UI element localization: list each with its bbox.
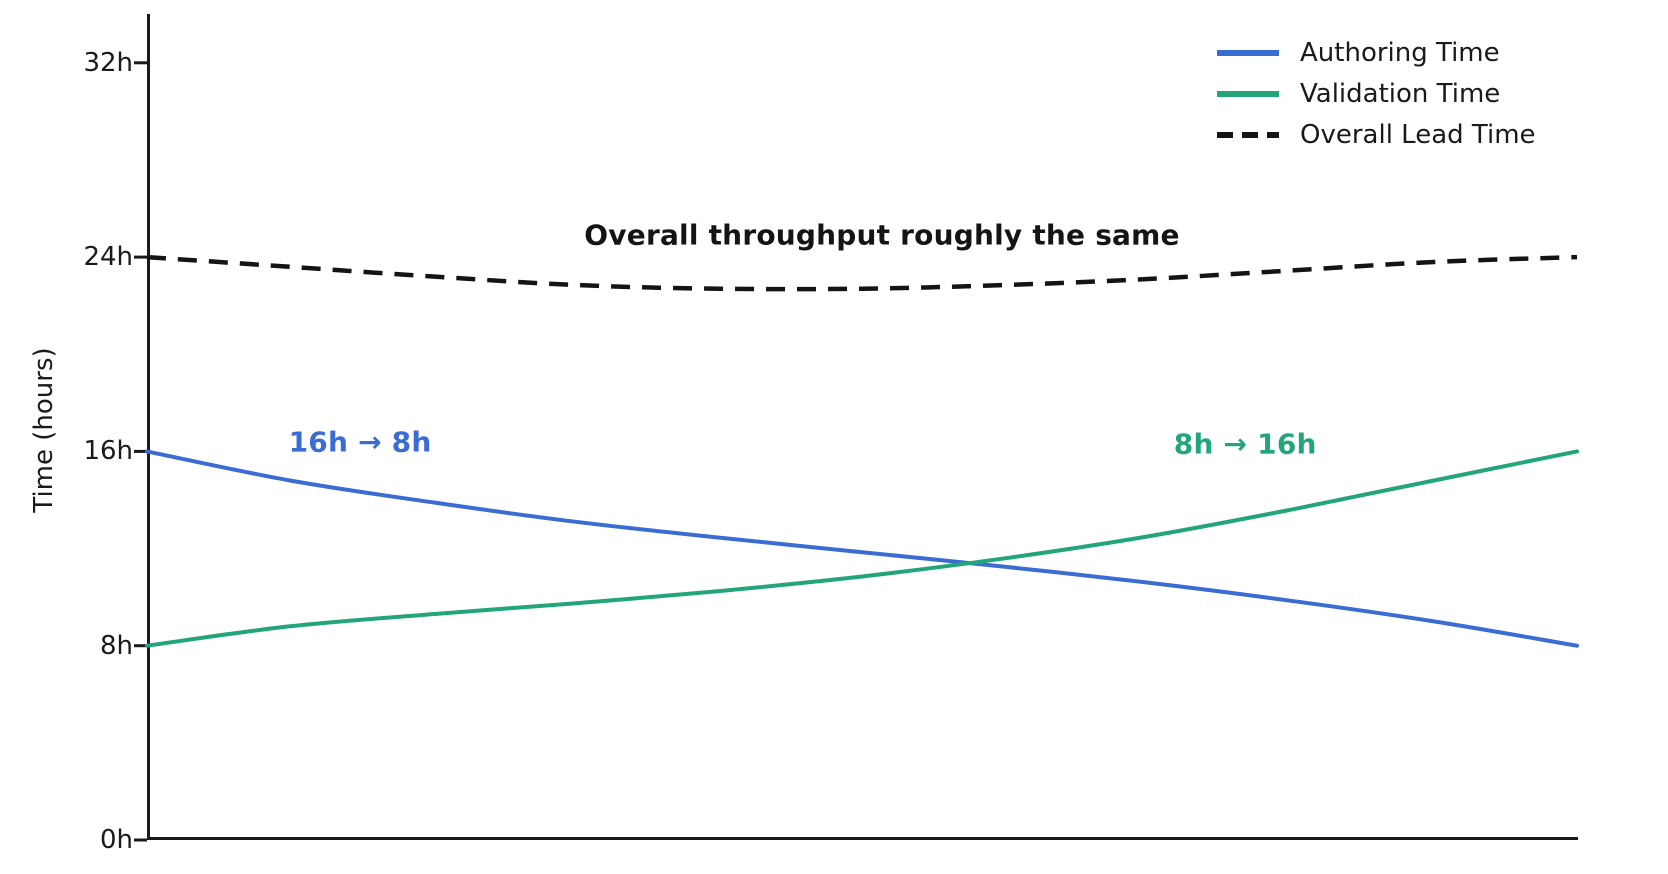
y-tick-label: 0h <box>99 825 133 855</box>
chart-annotation: 8h → 16h <box>1173 427 1317 461</box>
axis-spines <box>147 14 1578 840</box>
legend-label: Authoring Time <box>1300 38 1500 68</box>
legend-dashed-line-icon <box>1217 132 1279 138</box>
legend-line-icon <box>1217 50 1279 56</box>
y-tick-label: 24h <box>83 242 133 273</box>
legend-item: Overall Lead Time <box>1216 119 1536 151</box>
y-tick-label: 16h <box>83 436 133 467</box>
legend: Authoring Time Validation Time Overall Lea… <box>1216 37 1536 151</box>
legend-label: Overall Lead Time <box>1300 120 1536 150</box>
chart-annotation: 16h → 8h <box>288 425 432 459</box>
legend-item: Authoring Time <box>1216 37 1536 69</box>
legend-line-icon <box>1217 91 1279 97</box>
legend-item: Validation Time <box>1216 78 1536 110</box>
y-tick-label: 32h <box>83 47 133 78</box>
series-line-authoring-time <box>145 449 1579 648</box>
y-axis-label: Time (hours) <box>29 347 59 513</box>
y-tick-label: 8h <box>99 630 133 661</box>
chart-annotation: Overall throughput roughly the same <box>584 218 1180 252</box>
legend-label: Validation Time <box>1300 79 1501 109</box>
series-line-overall-lead-time <box>146 254 1578 292</box>
series-line-validation-time <box>145 449 1579 648</box>
